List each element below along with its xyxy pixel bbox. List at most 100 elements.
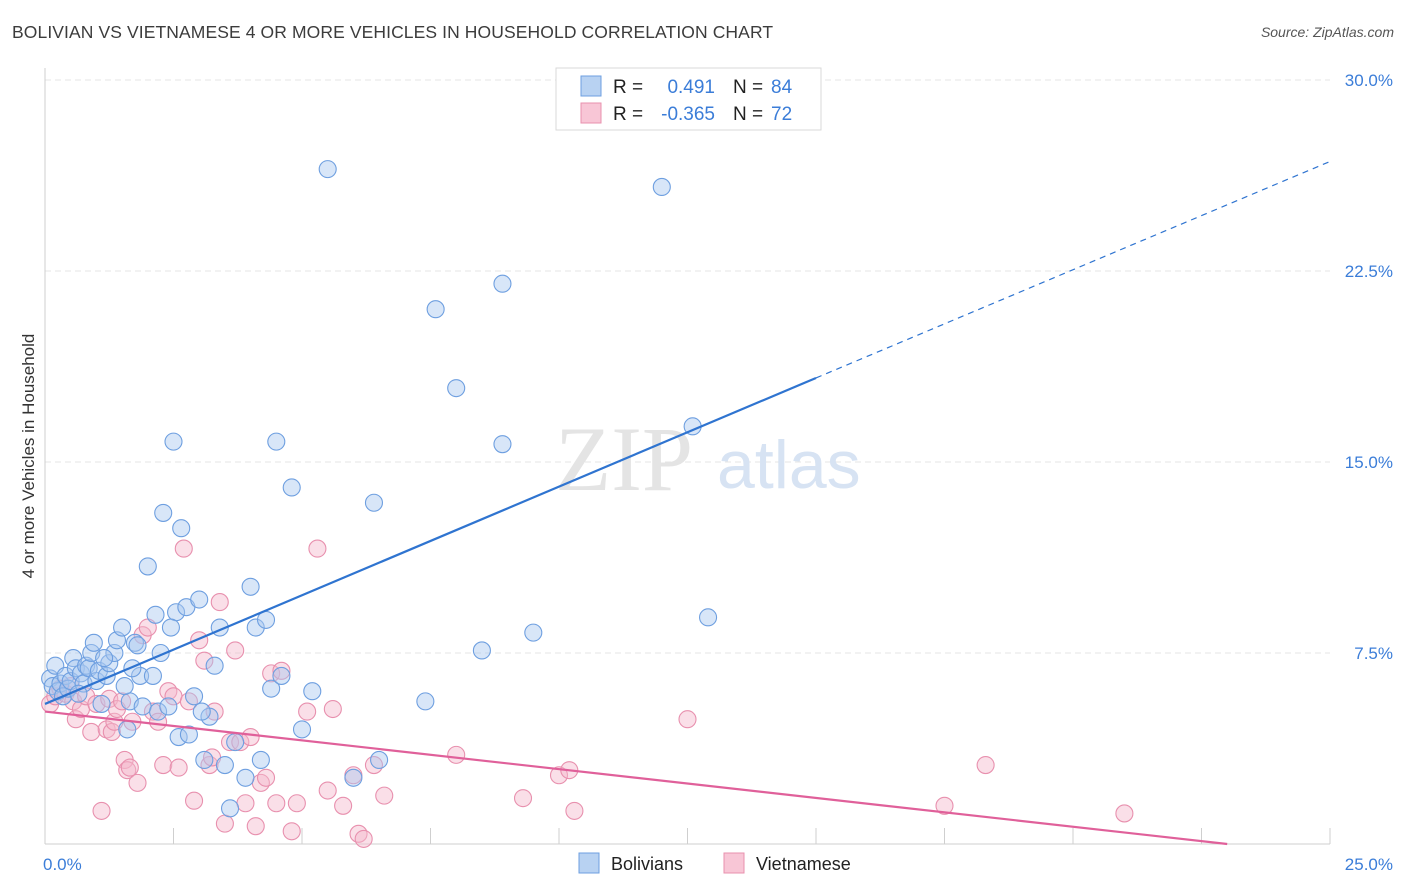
point-bolivians <box>226 733 245 752</box>
point-vietnamese <box>935 796 954 815</box>
point-bolivians <box>190 590 209 609</box>
legend-swatch-bolivians <box>580 75 602 97</box>
point-vietnamese <box>272 661 291 680</box>
point-vietnamese <box>226 641 245 660</box>
point-vietnamese <box>185 791 204 810</box>
point-bolivians <box>292 720 312 739</box>
point-bolivians <box>138 557 157 576</box>
point-bolivians <box>251 750 270 770</box>
point-bolivians <box>164 432 183 451</box>
point-vietnamese <box>82 722 101 741</box>
point-vietnamese <box>246 817 265 836</box>
point-vietnamese <box>120 758 139 777</box>
point-vietnamese <box>565 801 584 820</box>
tick-labels: 7.5% 15.0% 22.5% 30.0% 0.0% 25.0% <box>43 71 1393 874</box>
point-bolivians <box>344 768 363 787</box>
point-bolivians <box>493 435 512 454</box>
point-vietnamese <box>334 796 353 815</box>
point-bolivians <box>149 702 168 721</box>
point-vietnamese <box>205 702 224 721</box>
point-vietnamese <box>349 824 368 843</box>
point-bolivians <box>220 799 240 818</box>
point-vietnamese <box>92 801 111 820</box>
trend-line-vietnamese <box>44 710 1228 846</box>
point-bolivians <box>133 697 152 716</box>
series-vietnamese <box>41 539 1134 848</box>
point-bolivians <box>318 160 337 179</box>
point-vietnamese <box>159 682 178 701</box>
point-bolivians <box>272 666 291 685</box>
bottom-legend-bolivians: Bolivians <box>611 854 683 874</box>
y-axis-label: 4 or more Vehicles in Household <box>19 334 38 579</box>
x-tick-label: 25.0% <box>1345 855 1393 874</box>
point-vietnamese <box>256 768 276 787</box>
point-bolivians <box>262 679 281 698</box>
point-vietnamese <box>118 761 137 780</box>
bottom-legend-swatch-vietnamese <box>723 852 745 874</box>
point-bolivians <box>172 519 191 538</box>
point-vietnamese <box>513 789 533 808</box>
x-tick-label: 0.0% <box>43 855 82 874</box>
point-bolivians <box>125 633 144 652</box>
point-bolivians <box>246 618 265 637</box>
bottom-legend-swatch-bolivians <box>578 852 600 874</box>
point-bolivians <box>84 633 103 652</box>
y-tick-label: 15.0% <box>1345 453 1393 472</box>
point-vietnamese <box>215 814 234 833</box>
point-bolivians <box>524 623 543 642</box>
point-bolivians <box>215 756 234 775</box>
point-bolivians <box>154 503 173 522</box>
point-vietnamese <box>97 720 116 739</box>
point-bolivians <box>169 727 188 747</box>
point-bolivians <box>267 432 286 451</box>
point-vietnamese <box>220 733 240 752</box>
y-tick-label: 30.0% <box>1345 71 1393 90</box>
point-bolivians <box>179 725 198 744</box>
y-tick-label: 7.5% <box>1354 644 1393 663</box>
top-legend: R = 0.491 N = 84 R = -0.365 N = 72 <box>555 67 822 131</box>
point-bolivians <box>66 659 85 678</box>
point-bolivians <box>95 649 114 668</box>
point-vietnamese <box>113 692 132 711</box>
point-bolivians <box>447 379 466 398</box>
legend-swatch-vietnamese <box>580 102 602 124</box>
point-vietnamese <box>298 702 317 721</box>
point-bolivians <box>205 656 224 675</box>
point-vietnamese <box>287 794 306 813</box>
point-bolivians <box>100 654 119 673</box>
point-bolivians <box>416 692 435 711</box>
point-bolivians <box>115 677 134 696</box>
legend-n-label-2: N = <box>733 104 763 125</box>
point-bolivians <box>143 666 162 685</box>
point-vietnamese <box>210 593 229 612</box>
point-vietnamese <box>195 651 214 670</box>
point-vietnamese <box>149 712 168 731</box>
point-vietnamese <box>154 756 173 775</box>
point-bolivians <box>131 666 150 685</box>
legend-r-label-1: R = <box>613 77 643 98</box>
legend-n-label-1: N = <box>733 77 763 98</box>
point-vietnamese <box>241 727 260 747</box>
point-bolivians <box>426 300 445 319</box>
point-vietnamese <box>174 539 193 558</box>
point-bolivians <box>113 618 132 637</box>
point-bolivians <box>282 478 301 497</box>
point-vietnamese <box>323 699 342 719</box>
point-bolivians <box>159 697 178 716</box>
point-bolivians <box>472 641 491 660</box>
point-bolivians <box>364 493 384 512</box>
point-vietnamese <box>128 773 147 792</box>
y-tick-label: 22.5% <box>1345 262 1393 281</box>
point-vietnamese <box>549 766 569 785</box>
point-bolivians <box>652 177 671 197</box>
axes <box>44 68 1331 845</box>
point-bolivians <box>192 702 211 721</box>
point-bolivians <box>128 636 147 655</box>
point-bolivians <box>236 768 255 787</box>
point-bolivians <box>185 687 204 706</box>
legend-r-value-1: 0.491 <box>667 77 715 98</box>
point-vietnamese <box>375 786 394 805</box>
point-vietnamese <box>169 758 188 777</box>
series-bolivians <box>41 160 718 818</box>
